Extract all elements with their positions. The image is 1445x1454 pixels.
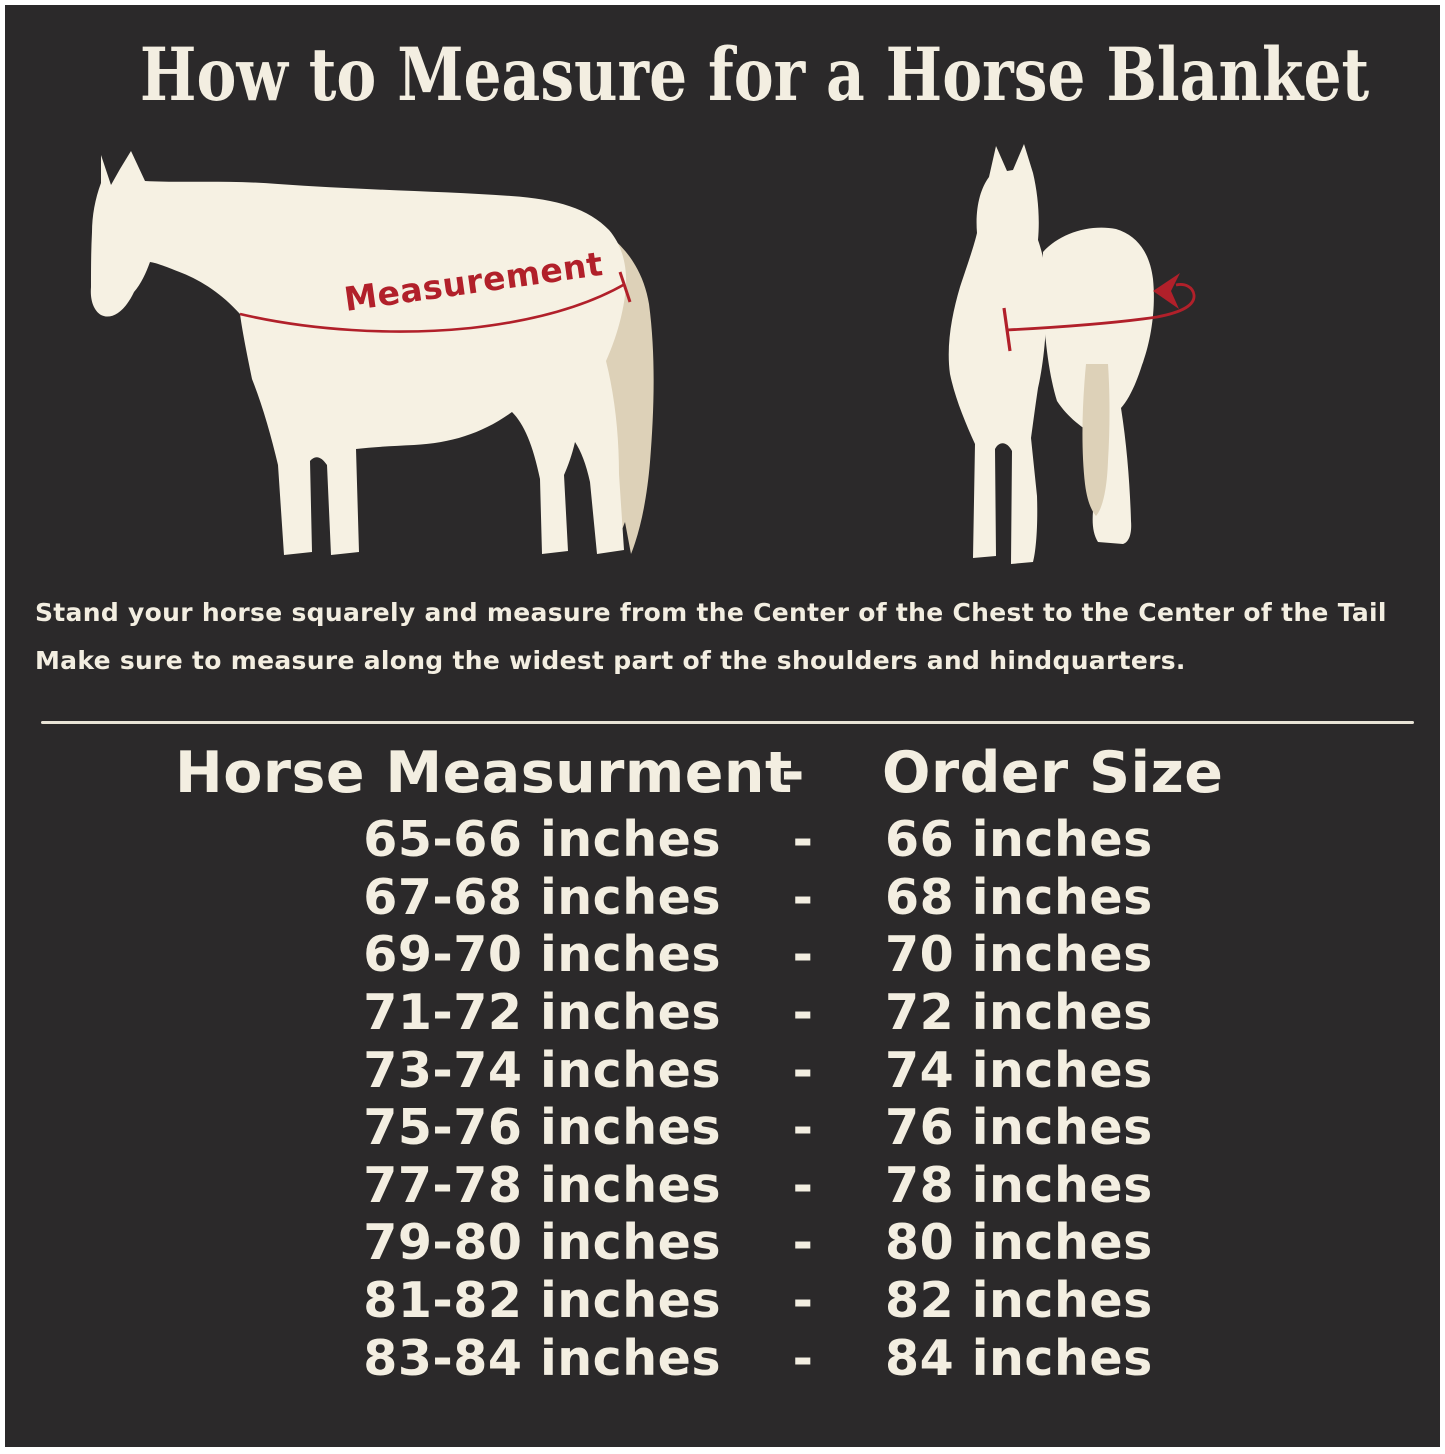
horse-measurement-value: 83-84 inches	[363, 1329, 721, 1387]
header-horse-measurement: Horse Measurment	[175, 740, 793, 806]
row-separator: -	[792, 1272, 814, 1330]
order-size-value: 82 inches	[885, 1272, 1153, 1330]
order-size-value: 76 inches	[885, 1099, 1153, 1157]
page-title-text: How to Measure for a Horse Blanket	[139, 32, 1370, 118]
row-separator: -	[792, 984, 814, 1042]
horse-measurement-value: 69-70 inches	[363, 926, 721, 984]
size-table-row: 83-84 inches - 84 inches	[175, 1329, 1265, 1387]
size-table-row: 69-70 inches - 70 inches	[175, 926, 1265, 984]
order-size-value: 78 inches	[885, 1156, 1153, 1214]
row-separator: -	[792, 868, 814, 926]
row-separator: -	[792, 1099, 814, 1157]
order-size-value: 66 inches	[885, 811, 1153, 869]
header-order-size: Order Size	[882, 740, 1224, 806]
measurement-wrap-line	[1006, 283, 1196, 332]
side-view-horse-illustration: Measurement	[90, 151, 654, 555]
horse-measurement-value: 77-78 inches	[363, 1156, 721, 1214]
row-separator: -	[792, 1156, 814, 1214]
size-table-row: 81-82 inches - 82 inches	[175, 1272, 1265, 1330]
measurement-arc-line	[239, 282, 626, 333]
row-separator: -	[792, 1214, 814, 1272]
horse-body-shape	[90, 151, 627, 555]
order-size-value: 72 inches	[885, 984, 1153, 1042]
page-title: How to Measure for a Horse Blanket	[5, 31, 1440, 119]
size-table-row: 77-78 inches - 78 inches	[175, 1157, 1265, 1215]
order-size-value: 84 inches	[885, 1329, 1153, 1387]
horse-head-chest-shape	[948, 144, 1047, 564]
size-table-row: 73-74 inches - 74 inches	[175, 1041, 1265, 1099]
instructions-line-1: Stand your horse squarely and measure fr…	[35, 598, 1387, 627]
order-size-value: 74 inches	[885, 1041, 1153, 1099]
row-separator: -	[792, 1329, 814, 1387]
horse-measurement-value: 75-76 inches	[363, 1099, 721, 1157]
front-view-horse-illustration	[948, 144, 1196, 564]
horse-front-tail-shading	[1082, 364, 1110, 516]
size-table-row: 71-72 inches - 72 inches	[175, 984, 1265, 1042]
row-separator: -	[792, 1041, 814, 1099]
size-table-header: Horse Measurment - Order Size	[175, 737, 1265, 809]
size-table-row: 75-76 inches - 76 inches	[175, 1099, 1265, 1157]
size-table: 65-66 inches - 66 inches 67-68 inches - …	[175, 811, 1265, 1387]
horse-measurement-value: 73-74 inches	[363, 1041, 721, 1099]
horse-measurement-value: 65-66 inches	[363, 811, 721, 869]
order-size-value: 68 inches	[885, 868, 1153, 926]
size-table-row: 67-68 inches - 68 inches	[175, 869, 1265, 927]
horse-measurement-value: 79-80 inches	[363, 1214, 721, 1272]
instructions: Stand your horse squarely and measure fr…	[35, 589, 1387, 685]
order-size-value: 70 inches	[885, 926, 1153, 984]
divider-line	[41, 721, 1414, 724]
panel-background: How to Measure for a Horse Blanket Measu…	[5, 5, 1440, 1447]
horse-measurement-value: 67-68 inches	[363, 868, 721, 926]
horse-measurement-value: 81-82 inches	[363, 1272, 721, 1330]
row-separator: -	[792, 811, 814, 869]
size-table-row: 79-80 inches - 80 inches	[175, 1214, 1265, 1272]
instructions-line-2: Make sure to measure along the widest pa…	[35, 646, 1186, 675]
horse-measurement-value: 71-72 inches	[363, 984, 721, 1042]
order-size-value: 80 inches	[885, 1214, 1153, 1272]
size-table-row: 65-66 inches - 66 inches	[175, 811, 1265, 869]
measurement-end-tick	[618, 271, 632, 303]
row-separator: -	[792, 926, 814, 984]
measurement-arrow-icon	[1153, 273, 1180, 309]
header-separator: -	[780, 740, 806, 806]
